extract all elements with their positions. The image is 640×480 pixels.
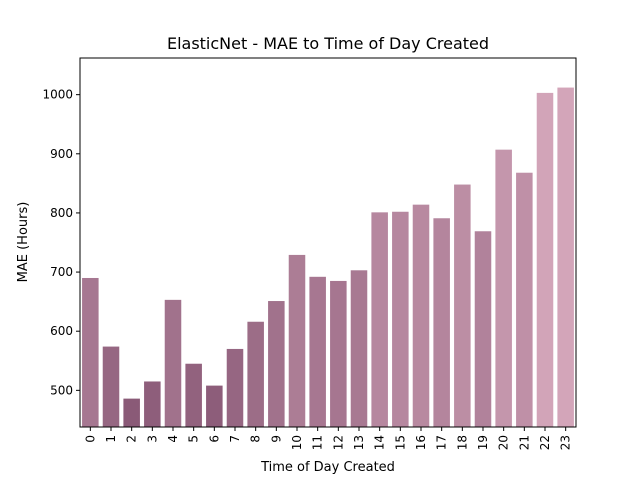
x-tick-label: 17: [435, 435, 449, 450]
x-tick-label: 13: [352, 435, 366, 450]
bar-hour-15: [392, 211, 409, 427]
x-tick-label: 10: [290, 435, 304, 450]
x-tick-label: 19: [476, 435, 490, 450]
x-tick-label: 0: [83, 435, 97, 443]
x-tick-label: 15: [393, 435, 407, 450]
bar-hour-16: [412, 204, 430, 427]
x-tick-label: 20: [497, 435, 511, 450]
x-tick-label: 16: [414, 435, 428, 450]
x-tick-label: 12: [331, 435, 345, 450]
y-tick-label: 800: [50, 206, 73, 220]
x-tick-label: 6: [207, 435, 221, 443]
bar-hour-8: [247, 321, 264, 427]
y-axis-label: MAE (Hours): [16, 202, 31, 283]
y-axis-ticks: 500 600 700 800 900 1000: [42, 88, 80, 397]
x-tick-label: 23: [559, 435, 573, 450]
bar-hour-0: [82, 277, 99, 427]
plot-frame: [79, 57, 577, 428]
x-axis-label: Time of Day Created: [260, 460, 395, 475]
x-tick-label: 9: [269, 435, 283, 443]
bar-hour-1: [102, 346, 120, 427]
x-tick-label: 18: [455, 435, 469, 450]
x-tick-label: 22: [538, 435, 552, 450]
x-tick-label: 1: [104, 435, 118, 443]
y-tick-label: 1000: [42, 88, 73, 102]
x-tick-label: 11: [311, 435, 325, 450]
bar-hour-5: [185, 363, 202, 427]
bar-hour-9: [268, 301, 285, 427]
y-tick-label: 900: [50, 147, 73, 161]
bar-hour-17: [433, 218, 450, 427]
bar-hour-19: [474, 231, 492, 427]
bar-hour-6: [206, 385, 223, 427]
bar-hour-20: [495, 149, 512, 427]
x-tick-label: 14: [373, 435, 387, 450]
y-tick-label: 500: [50, 383, 73, 397]
bar-hour-23: [557, 87, 574, 427]
bar-hour-7: [226, 348, 244, 427]
bar-hour-18: [454, 184, 471, 427]
bar-hour-13: [350, 270, 368, 427]
bar-hour-11: [309, 276, 326, 427]
bar-hour-3: [144, 381, 161, 427]
x-tick-label: 2: [125, 435, 139, 443]
bars-group: [82, 87, 574, 427]
x-axis-ticks: 0 1 2 3 4 5 6 7 8 9 10 11 12 13 14 15 16 17 18 19 20 21 22 23: [83, 427, 573, 450]
x-tick-label: 3: [145, 435, 159, 443]
bar-hour-10: [288, 254, 306, 427]
bar-hour-21: [516, 172, 533, 427]
y-tick-label: 600: [50, 324, 73, 338]
x-tick-label: 5: [187, 435, 201, 443]
bar-hour-12: [330, 280, 347, 427]
x-tick-label: 21: [517, 435, 531, 450]
bar-hour-14: [371, 212, 388, 427]
bar-hour-22: [536, 92, 554, 427]
bar-hour-2: [123, 398, 140, 427]
x-tick-label: 7: [228, 435, 242, 443]
x-tick-label: 4: [166, 435, 180, 443]
y-tick-label: 700: [50, 265, 73, 279]
x-tick-label: 8: [249, 435, 263, 443]
bar-hour-4: [164, 299, 182, 427]
chart-title: ElasticNet - MAE to Time of Day Created: [167, 34, 489, 53]
